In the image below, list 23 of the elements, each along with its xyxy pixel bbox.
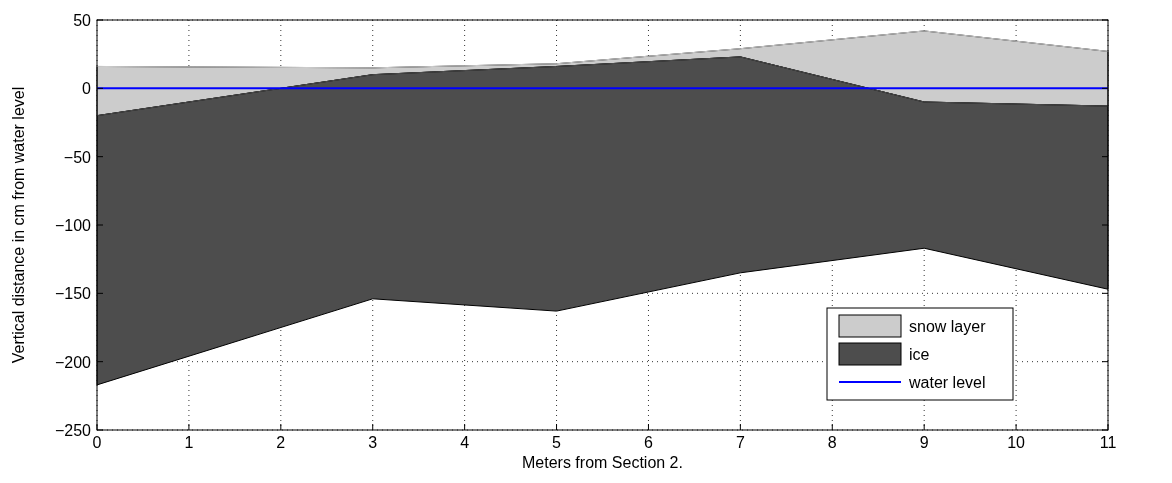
x-tick-label: 5: [552, 434, 562, 451]
y-tick-label: −100: [54, 217, 92, 234]
legend-label: snow layer: [909, 318, 987, 335]
y-tick-label: −150: [54, 285, 92, 303]
x-tick-label: 1: [184, 434, 194, 451]
y-axis-title: Vertical distance in cm from water level: [10, 86, 27, 364]
x-tick-label: 11: [1099, 434, 1117, 451]
x-tick-label: 7: [735, 434, 745, 451]
x-tick-label: 4: [460, 434, 470, 451]
x-tick-label: 8: [827, 434, 837, 451]
x-tick-label: 10: [1007, 434, 1026, 451]
y-tick-label: 0: [82, 80, 92, 98]
x-tick-label: 6: [644, 434, 653, 451]
legend-label: ice: [909, 346, 930, 363]
legend-label: water level: [908, 374, 986, 391]
x-axis-title: Meters from Section 2.: [522, 454, 683, 471]
y-tick-label: −250: [54, 422, 92, 439]
x-tick-label: 3: [368, 434, 378, 451]
x-tick-label: 2: [276, 434, 286, 451]
x-tick-label: 9: [919, 434, 929, 451]
y-tick-label: −200: [54, 353, 92, 371]
y-tick-label: −50: [63, 148, 92, 166]
y-tick-label: 50: [73, 12, 92, 29]
